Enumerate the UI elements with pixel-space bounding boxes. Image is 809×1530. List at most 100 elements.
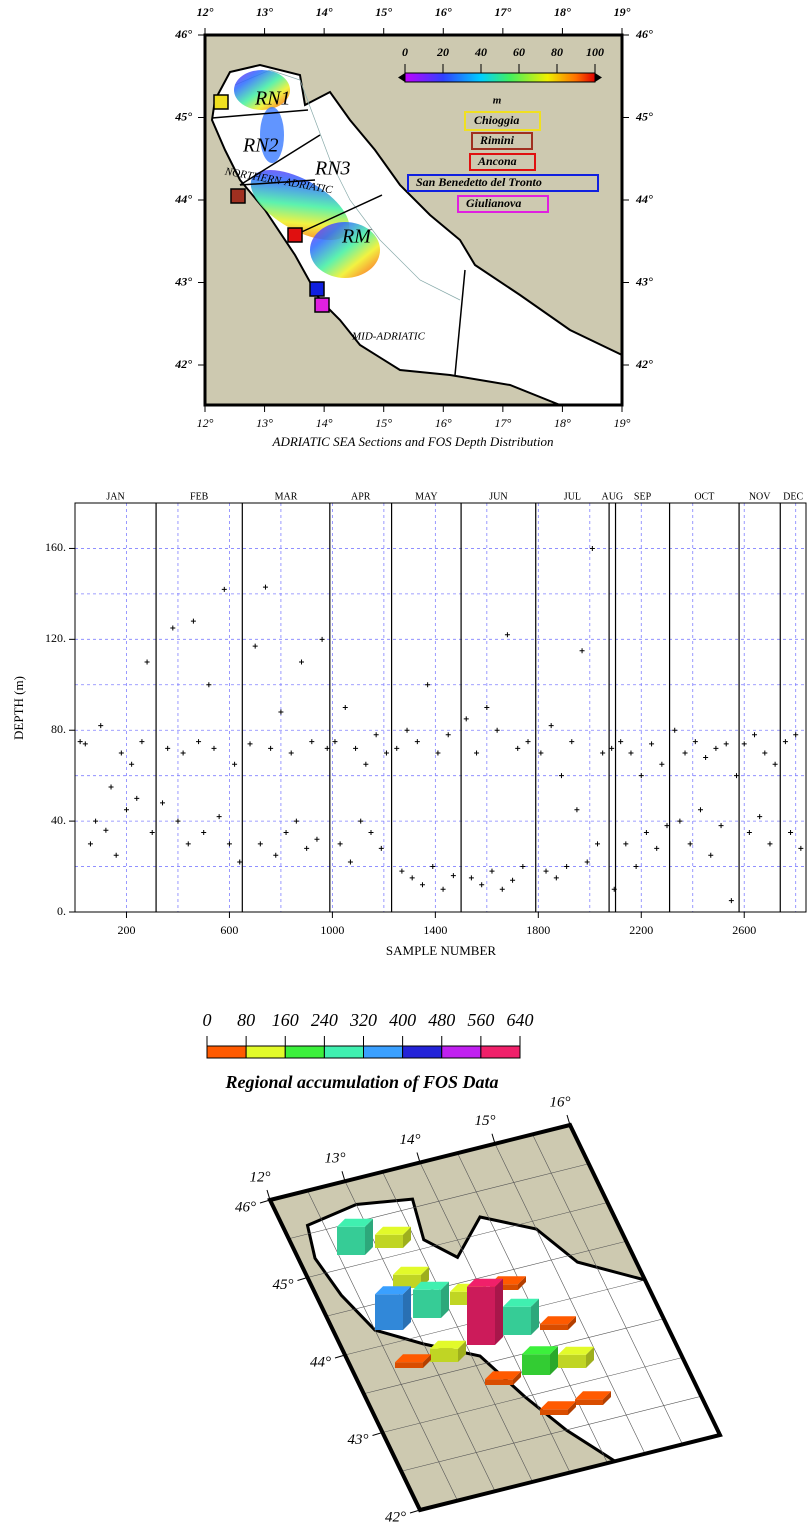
data-point [201, 829, 207, 835]
lon-label: 12° [197, 416, 214, 430]
bar-top [558, 1346, 594, 1355]
data-point [98, 723, 104, 729]
month-label: JUL [564, 491, 581, 502]
bar [522, 1346, 558, 1375]
river [234, 69, 461, 301]
bar [467, 1278, 503, 1345]
data-point [723, 741, 729, 747]
data-point [548, 723, 554, 729]
data-point [113, 852, 119, 858]
month-label: JUN [489, 491, 507, 502]
bar-top [375, 1226, 411, 1235]
x-tick-label: 1400 [423, 923, 447, 937]
lat-label: 45° [174, 109, 192, 123]
data-point [419, 882, 425, 888]
data-point [247, 741, 253, 747]
bar [375, 1286, 411, 1330]
data-point [510, 877, 516, 883]
tick-mark [297, 1277, 308, 1281]
data-point [659, 761, 665, 767]
data-point [623, 841, 629, 847]
bar-front [375, 1294, 403, 1330]
lon-label: 15° [375, 416, 392, 430]
tick-mark [566, 1114, 571, 1126]
port-label: Chioggia [474, 113, 519, 127]
port-legend: Chioggia Rimini Ancona San Benedetto del… [407, 111, 599, 213]
data-point [762, 750, 768, 756]
port-label: Giulianova [466, 196, 521, 210]
bar-top [467, 1278, 503, 1287]
lat-label: 43° [174, 274, 192, 288]
data-point [288, 750, 294, 756]
data-point [139, 739, 145, 745]
map-caption: ADRIATIC SEA Sections and FOS Depth Dist… [272, 434, 554, 449]
lat-label: 44° [635, 192, 653, 206]
bar-front [393, 1274, 421, 1288]
data-point [654, 845, 660, 851]
month-label: JAN [106, 491, 124, 502]
bar-top [337, 1218, 373, 1227]
colorbar-label: 80 [237, 1010, 255, 1030]
bar-side [568, 1316, 576, 1330]
lat-label: 42° [174, 357, 192, 371]
x-tick-label: 2200 [629, 923, 653, 937]
data-point [538, 750, 544, 756]
data-point [232, 761, 238, 767]
bar-side [513, 1371, 521, 1385]
bar-side [365, 1218, 373, 1255]
bar [503, 1298, 539, 1335]
bar-side [403, 1226, 411, 1248]
data-point [299, 659, 305, 665]
data-point [515, 745, 521, 751]
lat-label: 46° [235, 1199, 256, 1215]
data-point [798, 845, 804, 851]
month-label: FEB [190, 491, 209, 502]
colorbar-label: 100 [586, 45, 604, 59]
lon-label: 14° [400, 1132, 421, 1148]
data-point [123, 807, 129, 813]
data-point [752, 732, 758, 738]
data-point [574, 807, 580, 813]
data-point [363, 761, 369, 767]
lat-label: 42° [385, 1509, 406, 1525]
data-point [77, 739, 83, 745]
data-point [134, 795, 140, 801]
data-point [283, 829, 289, 835]
x-tick-label: 2600 [732, 923, 756, 937]
data-point [149, 829, 155, 835]
data-point [180, 750, 186, 756]
data-point [687, 841, 693, 847]
data-point [772, 761, 778, 767]
bar-side [603, 1391, 611, 1405]
data-point [216, 814, 222, 820]
colorbar-label: 0 [203, 1010, 212, 1030]
lon-label: 13° [325, 1151, 346, 1167]
data-point [525, 739, 531, 745]
lon-label: 19° [614, 416, 631, 430]
colorbar-label: 40 [474, 45, 487, 59]
depth-dots [250, 170, 350, 240]
data-point [589, 545, 595, 551]
bar [485, 1371, 521, 1385]
bar-front [375, 1234, 403, 1248]
data-point [463, 716, 469, 722]
bar [395, 1354, 431, 1368]
data-point [713, 745, 719, 751]
data-point [118, 750, 124, 756]
data-point [692, 739, 698, 745]
data-point [268, 745, 274, 751]
data-point [479, 882, 485, 888]
data-point [103, 827, 109, 833]
data-point [793, 732, 799, 738]
bar-front [430, 1348, 458, 1362]
bar [375, 1226, 411, 1248]
month-label: DEC [783, 491, 803, 502]
data-point [543, 868, 549, 874]
bar-front [575, 1399, 603, 1405]
colorbar-label: 0 [402, 45, 408, 59]
lat-label: 44° [310, 1354, 331, 1370]
colorbar-cell [245, 1045, 286, 1059]
tick-mark [491, 1133, 496, 1144]
data-point [160, 800, 166, 806]
bar-front [485, 1379, 513, 1385]
